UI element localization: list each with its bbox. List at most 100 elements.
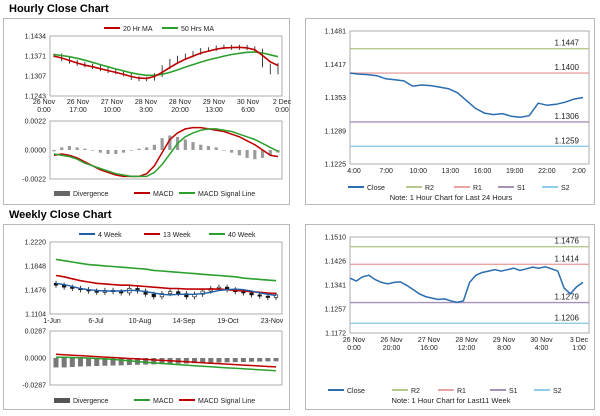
weekly-divergence-bar-7 [110, 358, 116, 366]
hourly-divergence-bar-27 [260, 150, 265, 158]
weekly-candle-body-24 [249, 292, 254, 296]
weekly-pivot-legend-r1-label: R1 [457, 388, 466, 395]
weekly-divergence-bar-19 [208, 358, 214, 363]
weekly-candle-body-5 [94, 290, 99, 293]
weekly-divergence-bar-6 [102, 358, 108, 366]
weekly-divergence-bar-1 [61, 358, 67, 368]
legend-weekly-divergence-label: Divergence [73, 398, 109, 405]
weekly-macd-y-tick--0.0287: -0.0287 [22, 383, 46, 390]
hourly-close-panel: 20 Hr MA 50 Hrs MA 1.1434 1.1371 1.1307 1.124… [3, 18, 292, 205]
weekly-price-y-tick-1.1476: 1.1476 [25, 288, 47, 295]
hourly-divergence-bar-6 [98, 150, 102, 153]
hourly-pivot-legend-s1-label: S1 [517, 185, 526, 192]
hourly-divergence-bar-19 [199, 144, 203, 150]
hourly-chart-title: Hourly Close Chart [9, 3, 109, 15]
hourly-price-y-tick-1.1371: 1.1371 [25, 53, 47, 60]
hourly-divergence-bar-17 [183, 139, 187, 150]
weekly-pivot-y-tick-1.1426: 1.1426 [325, 258, 347, 265]
weekly-4-week-line [55, 282, 277, 297]
weekly-candle-body-12 [151, 293, 156, 298]
hourly-divergence-bar-13 [152, 144, 157, 150]
weekly-pivot-panel: 1.1510 1.1426 1.1341 1.1257 1.1172 1.1476 1.14… [305, 224, 595, 410]
hourly-price-y-tick-1.1243: 1.1243 [25, 94, 47, 101]
hourly-pivot-legend-close-label: Close [367, 185, 385, 192]
hourly-divergence-bar-25 [245, 150, 249, 158]
weekly-pivot-x-tick-4: 29 Nov 8:00 [493, 337, 516, 352]
weekly-13-week-line [55, 274, 277, 295]
weekly-x-tick-4: 19-Oct [217, 318, 238, 325]
weekly-pivot-x-tick-6: 3 Dec 1:00 [570, 337, 589, 352]
legend-hourly-signal-label: MACD Signal Line [198, 191, 255, 198]
legend-4-week-label: 4 Week [98, 232, 122, 239]
hourly-divergence-bar-10 [129, 150, 133, 151]
weekly-pivot-chart: 1.1510 1.1426 1.1341 1.1257 1.1172 1.1476 1.14… [325, 235, 590, 405]
hourly-divergence-bar-4 [83, 148, 87, 150]
weekly-candle-body-25 [257, 294, 262, 297]
legend-50hrs-ma-label: 50 Hrs MA [181, 26, 214, 33]
hourly-divergence-bar-3 [75, 147, 79, 150]
weekly-divergence-bar-4 [86, 358, 92, 367]
weekly-divergence-bar-18 [200, 358, 206, 363]
hourly-divergence-bar-15 [168, 135, 172, 150]
weekly-pivot-x-tick-5: 30 Nov 4:00 [530, 337, 553, 352]
hourly-macd-y-tick--0.0022: -0.0022 [22, 177, 46, 184]
hourly-x-tick-6: 30 Nov 6:00 [237, 99, 260, 114]
weekly-divergence-bar-5 [94, 358, 100, 366]
hourly-pivot-legend-r1-label: R1 [473, 185, 482, 192]
hourly-pivot-legend-s2-label: S2 [561, 185, 570, 192]
weekly-pivot-x-tick-3: 28 Nov 12:00 [455, 337, 478, 352]
hourly-pivot-x-tick-1: 7:00 [379, 168, 393, 175]
hourly-divergence-bar-11 [137, 148, 141, 150]
hourly-pivot-x-tick-5: 19:00 [506, 168, 524, 175]
hourly-pivot-x-tick-3: 13:00 [442, 168, 460, 175]
hourly-macd-signal-line [53, 128, 279, 178]
hourly-20hr-ma-line [53, 46, 279, 80]
hourly-pivot-x-tick-2: 10:00 [410, 168, 428, 175]
weekly-divergence-bar-8 [118, 358, 124, 366]
hourly-x-tick-2: 27 Nov 10:00 [101, 99, 124, 114]
weekly-candle-body-15 [176, 291, 181, 294]
hourly-pivot-y-tick-1.1225: 1.1225 [325, 162, 347, 169]
hourly-macd-line [53, 126, 279, 178]
hourly-divergence-bar-1 [60, 147, 64, 150]
weekly-pivot-legend-r2-label: R2 [411, 388, 420, 395]
hourly-pivot-close-line [349, 72, 584, 118]
hourly-price-plot-frame [49, 35, 283, 97]
weekly-pivot-x-tick-0: 26 Nov 0:00 [343, 337, 366, 352]
hourly-pivot-y-tick-1.1481: 1.1481 [325, 29, 347, 36]
hourly-divergence-bar-20 [206, 146, 211, 150]
hourly-x-tick-5: 29 Nov 13:00 [203, 99, 226, 114]
hourly-macd-plot-frame [49, 120, 283, 180]
hourly-pivot-level-label-S2: 1.1259 [555, 136, 580, 145]
hourly-pivot-x-tick-0: 4:00 [347, 168, 361, 175]
weekly-divergence-bar-20 [216, 358, 222, 363]
hourly-x-tick-4: 28 Nov 20:00 [169, 99, 192, 114]
legend-hourly-macd-label: MACD [153, 191, 174, 198]
hourly-pivot-x-tick-4: 16:00 [474, 168, 492, 175]
hourly-price-y-tick-1.1307: 1.1307 [25, 73, 47, 80]
hourly-pivot-y-tick-1.1289: 1.1289 [325, 128, 347, 135]
hourly-pivot-level-label-S1: 1.1306 [555, 112, 580, 121]
hourly-pivot-chart: 1.1481 1.1417 1.1353 1.1289 1.1225 1.1447 1.14… [325, 29, 590, 202]
weekly-pivot-legend-s1-label: S1 [509, 388, 518, 395]
hourly-divergence-bar-8 [114, 150, 118, 154]
hourly-divergence-bar-23 [230, 150, 234, 153]
weekly-price-y-tick-1.1848: 1.1848 [25, 264, 47, 271]
weekly-pivot-y-tick-1.1257: 1.1257 [325, 306, 347, 313]
weekly-candle-body-14 [167, 291, 173, 294]
weekly-divergence-bar-21 [224, 358, 230, 363]
weekly-divergence-bar-2 [69, 358, 75, 367]
hourly-pivot-x-tick-7: 2:00 [572, 168, 586, 175]
hourly-divergence-bar-22 [222, 150, 226, 151]
weekly-divergence-bar-17 [192, 358, 198, 364]
hourly-pivot-level-label-R2: 1.1447 [555, 39, 580, 48]
weekly-chart-title: Weekly Close Chart [9, 209, 112, 221]
weekly-divergence-bar-3 [77, 358, 83, 367]
weekly-x-tick-3: 14-Sep [173, 318, 196, 325]
hourly-divergence-bar-24 [237, 150, 241, 156]
weekly-macd-signal-line [55, 353, 277, 368]
hourly-x-tick-7: 2 Dec 0:00 [273, 99, 291, 114]
legend-weekly-divergence-swatch [54, 398, 70, 403]
legend-40-week-label: 40 Week [228, 232, 256, 239]
hourly-divergence-bar-21 [214, 147, 218, 150]
